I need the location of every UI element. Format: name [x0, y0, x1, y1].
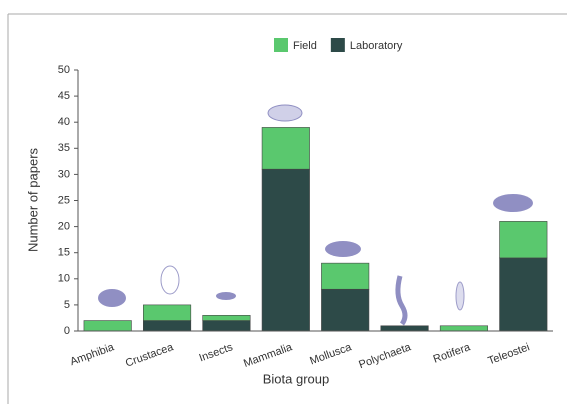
- bar-segment: [202, 320, 251, 332]
- legend-label: Laboratory: [350, 40, 403, 52]
- icon-rotifer: [455, 281, 465, 311]
- x-tick-label: Mammalia: [242, 341, 295, 370]
- y-axis-title: Number of papers: [25, 147, 40, 252]
- bar-segment: [83, 320, 132, 332]
- x-tick-label: Crustacea: [124, 341, 176, 370]
- icon-crustacea: [160, 265, 180, 295]
- legend-swatch: [274, 38, 288, 52]
- y-tick-label: 20: [58, 221, 70, 233]
- legend-label: Field: [293, 40, 317, 52]
- legend-swatch: [330, 38, 345, 52]
- bar-segment: [261, 168, 310, 332]
- y-tick-label: 25: [58, 194, 70, 206]
- bar-segment: [143, 304, 192, 321]
- x-tick-label: Rotifera: [432, 341, 473, 366]
- y-tick-label: 15: [58, 247, 70, 259]
- icons: [98, 104, 533, 326]
- bar-segment: [380, 325, 429, 332]
- y-tick-label: 0: [64, 325, 70, 337]
- x-tick-label: Insects: [198, 341, 235, 364]
- x-tick-label: Polychaeta: [357, 341, 413, 371]
- x-axis-title: Biota group: [263, 371, 330, 386]
- icon-mussel: [325, 241, 361, 257]
- icon-mouse: [267, 104, 303, 122]
- bar-segment: [499, 221, 548, 259]
- y-tick-label: 5: [64, 299, 70, 311]
- bar-segment: [439, 325, 488, 332]
- y-tick-label: 40: [58, 116, 70, 128]
- icon-worm: [395, 275, 408, 326]
- bar-segment: [321, 262, 370, 290]
- y-tick-label: 10: [58, 273, 70, 285]
- bar-segment: [202, 315, 251, 321]
- icon-frog: [98, 289, 126, 307]
- bar-segment: [261, 127, 310, 170]
- icon-fish: [493, 194, 533, 212]
- icon-insect: [216, 292, 236, 300]
- y-tick-label: 45: [58, 90, 70, 102]
- x-tick-label: Amphibia: [69, 341, 117, 368]
- x-tick-label: Teleostei: [486, 341, 531, 367]
- y-tick-label: 35: [58, 142, 70, 154]
- x-tick-label: Mollusca: [308, 341, 354, 367]
- bar-segment: [499, 257, 548, 332]
- bar-segment: [321, 288, 370, 332]
- y-tick-label: 30: [58, 168, 70, 180]
- bar-segment: [143, 320, 192, 332]
- y-tick-label: 50: [58, 64, 70, 76]
